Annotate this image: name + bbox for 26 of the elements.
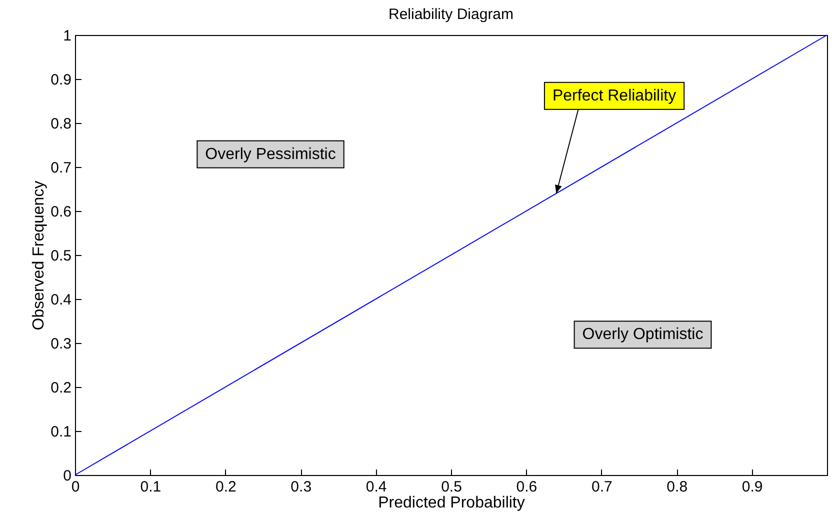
y-tick-label: 1 [63,28,72,44]
x-tick-label: 0.6 [516,478,538,496]
x-tick-label: 0.4 [366,478,387,496]
y-tick-label: 0.8 [50,116,72,132]
x-tick-label: 0.1 [140,478,162,496]
annotation: Overly Pessimistic [205,146,336,163]
chart-title: Reliability Diagram [388,6,514,23]
x-tick-label: 0.8 [666,478,688,496]
y-tick-label: 0.7 [50,160,72,176]
y-tick-label: 0.9 [50,72,72,88]
annotation: Overly Optimistic [582,326,704,344]
y-tick-label: 0.1 [50,424,72,440]
y-axis-title: Observed Frequency [30,180,48,330]
x-tick-label: 0.9 [742,478,763,496]
x-tick-label: 0.7 [591,478,612,496]
x-axis-title: Predicted Probability [378,494,525,512]
x-tick-label: 0.5 [441,478,462,496]
x-tick-label: 0.2 [215,478,236,496]
y-tick-label: 0.5 [50,248,72,264]
annotation: Perfect Reliability [552,87,676,104]
y-tick-label: 0.2 [50,380,72,396]
y-tick-label: 0.6 [50,204,72,220]
x-tick-label: 0.3 [290,478,312,496]
y-tick-label: 0.4 [50,292,72,308]
y-tick-label: 0 [63,468,72,484]
y-tick-label: 0.3 [50,336,72,352]
